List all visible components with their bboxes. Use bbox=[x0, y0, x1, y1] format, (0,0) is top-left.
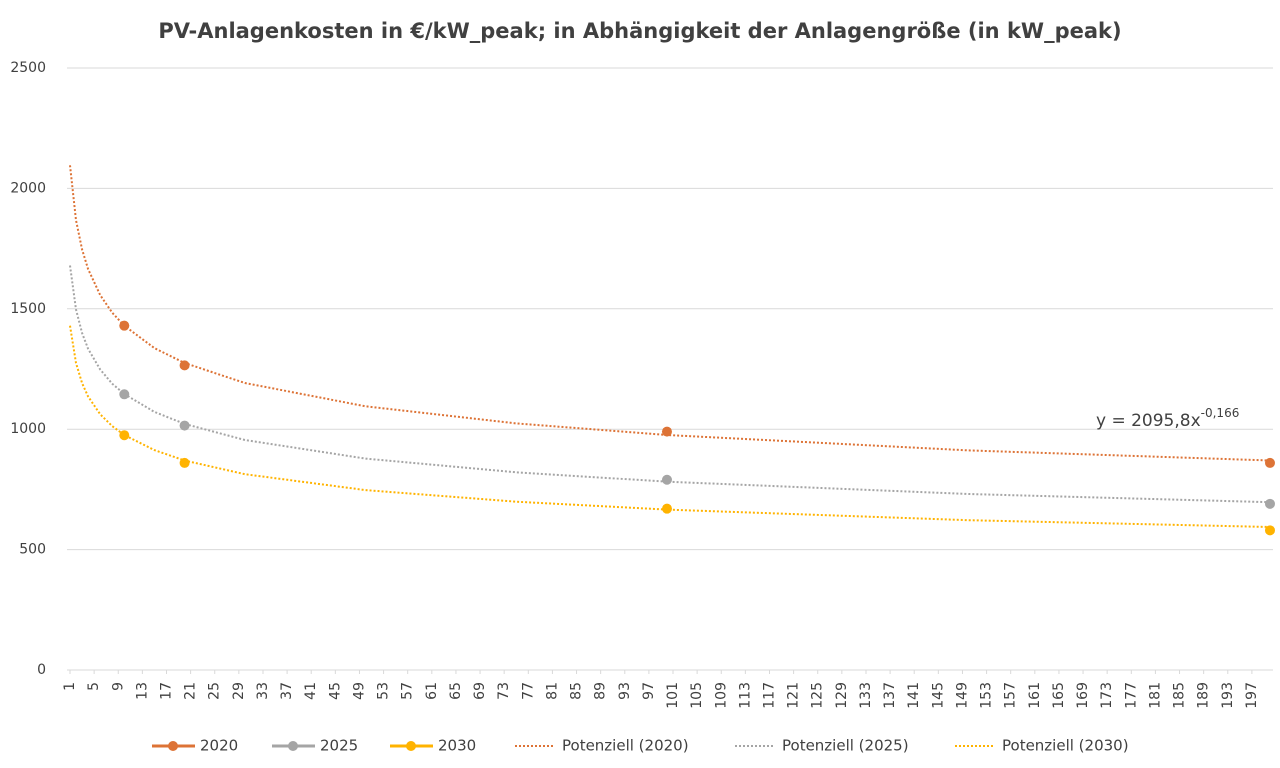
legend-label: Potenziell (2025) bbox=[782, 737, 909, 755]
data-point bbox=[1264, 457, 1275, 468]
x-tick-label: 85 bbox=[569, 682, 585, 700]
x-tick-label: 53 bbox=[376, 682, 392, 700]
x-tick-label: 105 bbox=[689, 682, 705, 709]
equation-text: y = 2095,8x bbox=[1096, 411, 1201, 431]
legend-label: 2030 bbox=[438, 737, 476, 755]
data-point bbox=[1264, 525, 1275, 536]
x-tick-label: 153 bbox=[979, 682, 995, 709]
trend-line bbox=[69, 165, 1271, 462]
trend-line bbox=[69, 265, 1271, 504]
x-tick-label: 189 bbox=[1196, 682, 1212, 709]
data-point bbox=[661, 426, 672, 437]
x-tick-label: 61 bbox=[424, 682, 440, 700]
x-tick-label: 81 bbox=[544, 682, 560, 700]
legend-marker bbox=[288, 741, 298, 751]
x-tick-label: 33 bbox=[255, 682, 271, 700]
x-tick-label: 45 bbox=[327, 682, 343, 700]
legend-marker bbox=[168, 741, 178, 751]
data-point bbox=[119, 389, 130, 400]
x-tick-label: 5 bbox=[86, 682, 102, 691]
x-tick-label: 57 bbox=[400, 682, 416, 700]
x-tick-label: 77 bbox=[520, 682, 536, 700]
x-tick-label: 9 bbox=[110, 682, 126, 691]
x-tick-label: 133 bbox=[858, 682, 874, 709]
x-tick-label: 41 bbox=[303, 682, 319, 700]
x-tick-label: 145 bbox=[930, 682, 946, 709]
x-tick-label: 69 bbox=[472, 682, 488, 700]
x-tick-label: 137 bbox=[882, 682, 898, 709]
x-tick-label: 65 bbox=[448, 682, 464, 700]
data-point bbox=[661, 503, 672, 514]
data-point bbox=[119, 320, 130, 331]
trend-equation: y = 2095,8x-0,166 bbox=[1096, 406, 1239, 432]
chart-title: PV-Anlagenkosten in €/kW_peak; in Abhäng… bbox=[158, 19, 1121, 43]
x-tick-label: 101 bbox=[665, 682, 681, 709]
y-tick-label: 500 bbox=[19, 542, 46, 558]
data-point bbox=[179, 360, 190, 371]
x-tick-label: 129 bbox=[834, 682, 850, 709]
x-tick-label: 49 bbox=[351, 682, 367, 700]
x-tick-label: 193 bbox=[1220, 682, 1236, 709]
legend-label: Potenziell (2020) bbox=[562, 737, 689, 755]
x-tick-label: 173 bbox=[1099, 682, 1115, 709]
x-tick-label: 121 bbox=[786, 682, 802, 709]
data-point bbox=[1264, 498, 1275, 509]
legend-marker bbox=[406, 741, 416, 751]
x-tick-label: 185 bbox=[1172, 682, 1188, 709]
x-tick-label: 117 bbox=[761, 682, 777, 709]
x-tick-label: 73 bbox=[496, 682, 512, 700]
x-tick-label: 1 bbox=[62, 682, 78, 691]
legend-label: 2025 bbox=[320, 737, 358, 755]
data-point bbox=[119, 430, 130, 441]
y-tick-label: 2500 bbox=[10, 60, 46, 76]
x-tick-label: 29 bbox=[231, 682, 247, 700]
x-tick-label: 141 bbox=[906, 682, 922, 709]
x-tick-label: 93 bbox=[617, 682, 633, 700]
x-tick-label: 21 bbox=[183, 682, 199, 700]
equation-exponent: -0,166 bbox=[1201, 406, 1240, 420]
x-tick-label: 169 bbox=[1075, 682, 1091, 709]
x-tick-label: 125 bbox=[810, 682, 826, 709]
x-tick-label: 13 bbox=[134, 682, 150, 700]
x-tick-label: 109 bbox=[713, 682, 729, 709]
legend-label: 2020 bbox=[200, 737, 238, 755]
x-tick-label: 157 bbox=[1003, 682, 1019, 709]
x-tick-label: 181 bbox=[1147, 682, 1163, 709]
trend-line bbox=[69, 325, 1271, 528]
x-tick-label: 165 bbox=[1051, 682, 1067, 709]
y-tick-label: 1000 bbox=[10, 421, 46, 437]
legend-label: Potenziell (2030) bbox=[1002, 737, 1129, 755]
data-point bbox=[179, 457, 190, 468]
x-tick-label: 89 bbox=[593, 682, 609, 700]
x-tick-label: 177 bbox=[1123, 682, 1139, 709]
x-tick-label: 25 bbox=[207, 682, 223, 700]
x-tick-label: 97 bbox=[641, 682, 657, 700]
y-tick-label: 0 bbox=[37, 662, 46, 678]
x-tick-label: 37 bbox=[279, 682, 295, 700]
y-tick-label: 2000 bbox=[10, 180, 46, 196]
x-tick-label: 17 bbox=[158, 682, 174, 700]
x-tick-label: 161 bbox=[1027, 682, 1043, 709]
data-point bbox=[179, 420, 190, 431]
x-tick-label: 149 bbox=[954, 682, 970, 709]
x-tick-label: 197 bbox=[1244, 682, 1260, 709]
x-tick-label: 113 bbox=[737, 682, 753, 709]
y-tick-label: 1500 bbox=[10, 301, 46, 317]
data-point bbox=[661, 474, 672, 485]
